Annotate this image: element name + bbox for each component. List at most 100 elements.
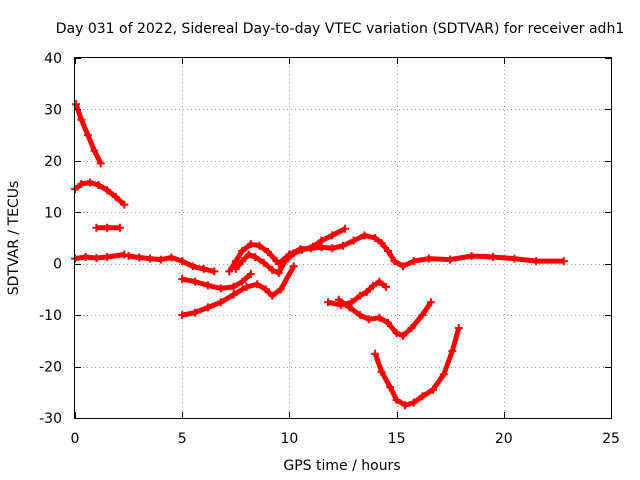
data-point-arc-9 (231, 264, 240, 273)
data-point-arc-8 (246, 240, 255, 249)
x-tick-label: 10 (280, 431, 298, 447)
data-point-arc-11 (362, 288, 371, 296)
data-point-arc-2 (77, 180, 86, 188)
series-arc-10 (277, 232, 564, 269)
x-tick-label: 5 (178, 431, 187, 447)
data-point-arc-11 (381, 282, 390, 291)
data-point-arc-10 (510, 254, 519, 263)
data-point-arc-11 (323, 298, 332, 307)
data-point-arc-9 (268, 265, 277, 274)
data-point-arc-12 (356, 311, 365, 320)
data-point-arc-6 (216, 284, 225, 293)
data-point-arc-8 (255, 241, 264, 250)
data-point-arc-10 (377, 239, 386, 248)
data-point-arc-10 (467, 252, 476, 260)
data-point-arc-2 (111, 192, 120, 201)
y-tick-label: 40 (44, 51, 62, 67)
data-point-arc-7 (216, 298, 225, 307)
data-point-arc-13 (392, 396, 401, 404)
data-point-arc-2 (94, 181, 103, 190)
data-point-arc-5 (167, 253, 176, 262)
data-point-arc-1 (77, 115, 86, 124)
data-point-arc-4 (92, 254, 101, 263)
data-point-arc-4 (120, 250, 129, 259)
x-axis-label: GPS time / hours (283, 458, 400, 474)
y-tick-label: 10 (44, 205, 62, 221)
data-point-arc-10 (446, 255, 455, 264)
y-axis-label: SDTVAR / TECUs (6, 181, 22, 296)
data-point-arc-13 (454, 324, 463, 332)
data-point-arc-6 (238, 277, 247, 286)
series-layer (71, 100, 568, 410)
data-point-arc-10 (424, 254, 433, 263)
data-point-arc-11 (369, 281, 378, 290)
data-point-arc-7 (261, 285, 270, 294)
data-point-arc-2 (120, 200, 129, 209)
y-tick-label: -20 (39, 360, 62, 376)
data-point-arc-11 (347, 298, 356, 307)
data-point-arc-12 (384, 318, 393, 327)
data-point-arc-13 (401, 401, 410, 410)
data-point-arc-10 (409, 257, 418, 266)
data-point-arc-1 (72, 100, 81, 109)
data-point-arc-5 (199, 264, 208, 273)
series-arc-13 (372, 327, 462, 408)
data-point-arc-5 (135, 253, 144, 262)
data-point-arc-10 (384, 246, 393, 255)
data-point-arc-9 (251, 253, 260, 262)
data-point-arc-7 (191, 308, 200, 317)
data-point-arc-9 (341, 224, 350, 233)
series-arc-11 (327, 279, 388, 308)
data-point-arc-3 (92, 223, 101, 232)
data-point-arc-7 (289, 262, 298, 271)
y-tick-label: -10 (39, 308, 62, 324)
data-point-arc-9 (244, 250, 253, 259)
data-point-arc-9 (274, 268, 283, 277)
data-point-arc-13 (371, 349, 380, 358)
data-point-arc-6 (246, 270, 255, 278)
data-point-arc-7 (242, 282, 251, 291)
data-point-arc-13 (439, 370, 448, 379)
data-point-arc-7 (253, 280, 262, 289)
plot-frame (74, 57, 612, 419)
data-point-arc-1 (90, 146, 99, 155)
data-point-arc-10 (317, 243, 326, 252)
data-point-arc-13 (429, 385, 438, 394)
data-point-arc-10 (489, 253, 498, 262)
data-point-arc-2 (86, 178, 95, 187)
data-point-arc-7 (276, 285, 285, 294)
data-point-arc-10 (285, 250, 294, 259)
data-point-arc-8 (263, 247, 272, 256)
data-point-arc-7 (229, 290, 238, 299)
chart-title: Day 031 of 2022, Sidereal Day-to-day VTE… (56, 21, 624, 37)
data-point-arc-10 (371, 234, 380, 242)
data-point-arc-12 (426, 298, 435, 307)
data-point-arc-3 (116, 223, 125, 232)
data-point-arc-1 (96, 159, 105, 168)
data-point-arc-4 (81, 253, 90, 262)
data-point-arc-12 (364, 315, 373, 324)
data-point-arc-10 (339, 241, 347, 250)
y-tick-label: 30 (44, 102, 62, 118)
data-point-arc-7 (203, 303, 212, 312)
grid-layer (75, 58, 611, 418)
data-point-arc-5 (124, 252, 133, 260)
data-point-arc-3 (103, 223, 112, 232)
data-point-arc-6 (178, 275, 187, 284)
data-point-arc-8 (225, 267, 234, 276)
data-point-arc-9 (328, 231, 337, 240)
data-point-arc-13 (409, 398, 418, 407)
data-point-arc-13 (448, 347, 457, 356)
data-point-arc-12 (375, 313, 384, 322)
data-point-arc-10 (296, 245, 305, 254)
data-point-arc-10 (390, 257, 399, 266)
data-point-arc-5 (188, 262, 197, 271)
data-point-arc-10 (274, 259, 283, 268)
x-tick-label: 0 (71, 431, 80, 447)
data-point-arc-10 (399, 262, 408, 271)
y-tick-label: 0 (53, 257, 62, 273)
data-point-arc-8 (238, 246, 247, 255)
data-point-arc-6 (191, 277, 200, 286)
data-point-arc-13 (386, 383, 395, 392)
